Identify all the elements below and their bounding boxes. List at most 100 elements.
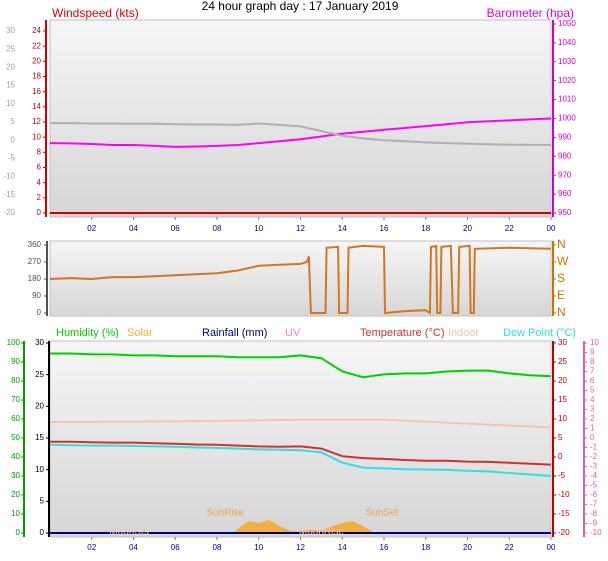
- y4-tick-label: 8: [590, 357, 595, 366]
- y2-tick-label: N: [557, 237, 566, 251]
- x-tick-label: 06: [171, 543, 180, 552]
- y-tick-label: 30: [11, 471, 20, 480]
- y3-tick-label: 0: [11, 135, 16, 144]
- x-tick-label: 14: [338, 543, 347, 552]
- y-tick-label: 22: [32, 41, 41, 50]
- x-tick-label: 06: [171, 224, 180, 233]
- y3-tick-label: 15: [35, 433, 44, 442]
- y2-tick-label: -5: [558, 471, 566, 480]
- annotation: SunSet: [366, 508, 399, 519]
- y4-tick-label: 10: [590, 338, 599, 347]
- x-tick-label: 20: [463, 543, 472, 552]
- y2-tick-label: 990: [558, 133, 572, 142]
- x-tick-label: 04: [129, 543, 138, 552]
- y-tick-label: 70: [11, 395, 20, 404]
- y-tick-label: 4: [37, 178, 42, 187]
- x-tick-label: 22: [505, 224, 514, 233]
- x-tick-label: 02: [87, 543, 96, 552]
- y2-tick-label: 5: [558, 433, 563, 442]
- y2-tick-label: 1030: [558, 57, 576, 66]
- series-line: [50, 122, 551, 146]
- y-tick-label: 10: [32, 132, 41, 141]
- y-tick-label: 20: [11, 490, 20, 499]
- y-tick-label: 270: [28, 257, 42, 266]
- y4-tick-label: 0: [590, 433, 595, 442]
- series-line: [49, 418, 552, 429]
- y3-tick-label: -20: [3, 208, 15, 217]
- y3-tick-label: 10: [6, 99, 15, 108]
- y-tick-label: 40: [11, 452, 20, 461]
- y-tick-label: 12: [32, 117, 41, 126]
- y4-tick-label: 9: [590, 348, 595, 357]
- x-tick-label: 00: [547, 543, 556, 552]
- y-tick-label: 0: [37, 208, 42, 217]
- y-tick-label: 14: [32, 102, 41, 111]
- y2-tick-label: S: [557, 271, 565, 285]
- y2-tick-label: 1040: [558, 38, 576, 47]
- x-tick-label: 08: [213, 543, 222, 552]
- y-tick-label: 10: [11, 509, 20, 518]
- legend-entry: Rainfall (mm): [202, 327, 267, 339]
- y3-tick-label: 30: [6, 26, 15, 35]
- x-tick-label: 10: [254, 543, 263, 552]
- y2-tick-label: 25: [558, 357, 567, 366]
- x-tick-label: 10: [254, 224, 263, 233]
- y4-tick-label: -10: [590, 528, 602, 537]
- y-tick-label: 0: [37, 308, 42, 317]
- y-tick-label: 24: [32, 26, 41, 35]
- legend-entry: Humidity (%): [56, 327, 119, 339]
- y4-tick-label: 6: [590, 376, 595, 385]
- legend-entry: Temperature (°C): [360, 327, 444, 339]
- y-tick-label: 80: [11, 376, 20, 385]
- y-axis-label: Windspeed (kts): [52, 6, 139, 20]
- y2-tick-label: 970: [558, 170, 572, 179]
- series-line: [50, 352, 552, 379]
- annotation: SunRise: [206, 508, 244, 519]
- y3-tick-label: -5: [8, 154, 16, 163]
- y3-tick-label: 5: [11, 117, 16, 126]
- x-tick-label: 14: [338, 224, 347, 233]
- y4-tick-label: 7: [590, 367, 595, 376]
- y2-tick-label: -10: [558, 490, 570, 499]
- y3-tick-label: 25: [6, 44, 15, 53]
- y-tick-label: 90: [11, 357, 20, 366]
- legend-entry: UV: [285, 327, 301, 339]
- x-tick-label: 18: [421, 543, 430, 552]
- y2-tick-label: 15: [558, 395, 567, 404]
- annotation: MoonRise: [299, 527, 344, 538]
- x-tick-label: 20: [463, 224, 472, 233]
- y2-tick-label: E: [557, 288, 565, 302]
- series-line: [49, 443, 552, 477]
- y4-tick-label: 1: [590, 424, 595, 433]
- y3-tick-label: 15: [6, 81, 15, 90]
- y4-tick-label: -9: [590, 519, 598, 528]
- y-tick-label: 90: [32, 291, 41, 300]
- y-tick-label: 60: [11, 414, 20, 423]
- y-tick-label: 0: [16, 528, 21, 537]
- y-tick-label: 50: [11, 433, 20, 442]
- y2-tick-label: W: [557, 254, 569, 268]
- y4-tick-label: 3: [590, 405, 595, 414]
- y2-tick-label: 20: [558, 376, 567, 385]
- y2-tick-label: N: [557, 305, 566, 319]
- y4-tick-label: -8: [590, 509, 598, 518]
- y4-tick-label: -1: [590, 443, 598, 452]
- chart-title: 24 hour graph day : 17 January 2019: [202, 0, 399, 13]
- y4-tick-label: -2: [590, 452, 598, 461]
- y2-tick-label: 980: [558, 151, 572, 160]
- y3-tick-label: -15: [3, 190, 15, 199]
- y-tick-label: 180: [28, 274, 42, 283]
- series-line: [49, 244, 552, 315]
- y3-tick-label: 25: [35, 370, 44, 379]
- y4-tick-label: -6: [590, 490, 598, 499]
- y2-tick-label: -20: [558, 528, 570, 537]
- y2-tick-label: 1020: [558, 76, 576, 85]
- y-tick-label: 8: [37, 147, 42, 156]
- y3-tick-label: 0: [40, 528, 45, 537]
- y2-tick-label: 1010: [558, 95, 576, 104]
- y-tick-label: 100: [7, 338, 21, 347]
- x-tick-label: 12: [296, 224, 305, 233]
- plot-area: [49, 340, 552, 538]
- y4-tick-label: 5: [590, 386, 595, 395]
